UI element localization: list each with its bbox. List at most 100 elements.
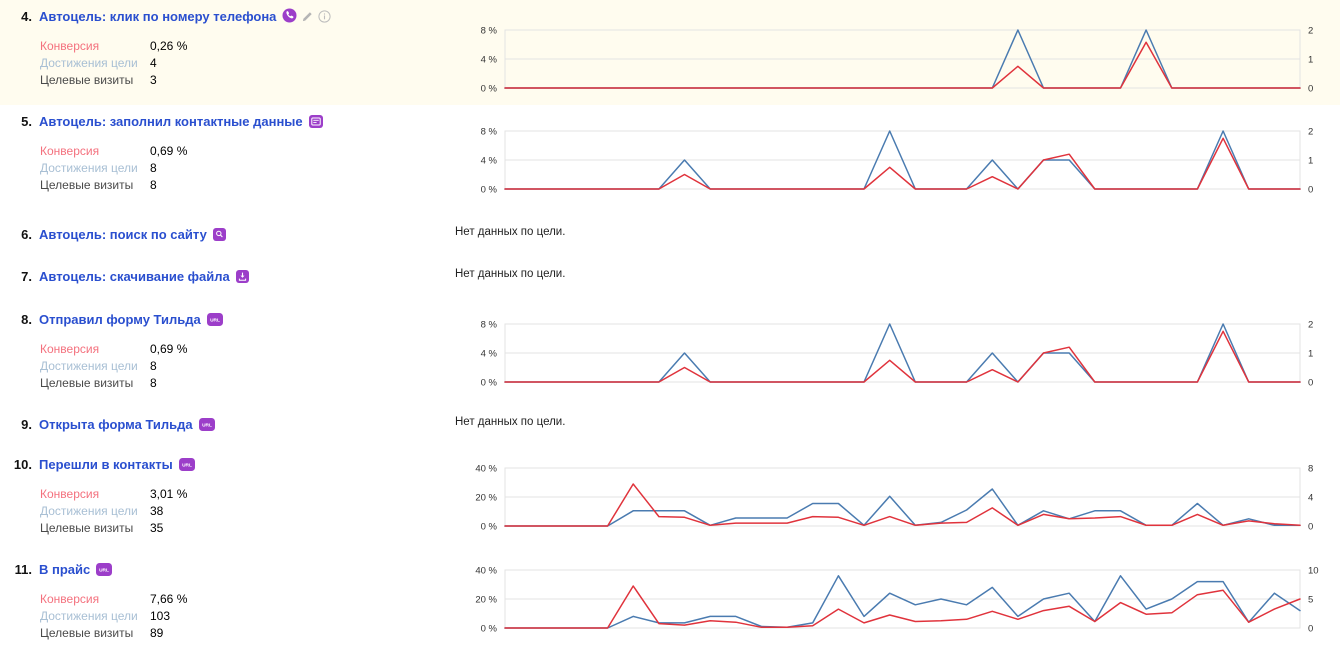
conversion-value: 7,66 %	[150, 592, 188, 606]
goal-chart-area: Нет данных по цели.	[455, 260, 1340, 303]
right-axis-tick-label: 2	[1308, 320, 1313, 331]
svg-text:URL: URL	[210, 318, 220, 324]
goal-number: 4.	[21, 9, 32, 24]
goal-title-line: 5. Автоцель: заполнил контактные данные	[10, 113, 455, 131]
goal-number: 9.	[21, 417, 32, 432]
url-badge-icon: URL	[206, 313, 223, 326]
conversion-line	[504, 483, 1301, 527]
goal-chart-area: 8 % 2 4 % 1 0 % 0	[455, 303, 1340, 408]
left-axis-tick-label: 4 %	[481, 156, 498, 167]
left-axis-tick-label: 0 %	[481, 378, 498, 389]
goal-row: 8. Отправил форму Тильда URL Конверсия 0,69…	[0, 303, 1340, 408]
goal-title-link[interactable]: Автоцель: клик по номеру телефона	[39, 9, 277, 24]
conversion-label: Конверсия	[40, 144, 100, 158]
goal-info: 11. В прайс URL Конверсия 7,66 % Достижения…	[0, 553, 455, 652]
goal-title-line: 8. Отправил форму Тильда URL	[10, 311, 455, 329]
goal-title-link[interactable]: Открыта форма Тильда	[39, 417, 193, 432]
right-axis-tick-label: 0	[1308, 522, 1313, 533]
conversion-line	[504, 330, 1301, 383]
goal-title-line: 11. В прайс URL	[10, 561, 455, 579]
goal-title-line: 4. Автоцель: клик по номеру телефона	[10, 8, 455, 26]
left-axis-tick-label: 8 %	[481, 26, 498, 37]
goal-reaches-value: 8	[150, 161, 157, 175]
sparkline-svg: 8 % 2 4 % 1 0 % 0	[481, 26, 1314, 95]
left-axis-tick-label: 8 %	[481, 127, 498, 138]
goal-chart: 8 % 2 4 % 1 0 % 0	[455, 318, 1340, 392]
goal-chart: 8 % 2 4 % 1 0 % 0	[455, 24, 1340, 98]
right-axis-tick-label: 1	[1308, 156, 1313, 167]
goal-info: 7. Автоцель: скачивание файла	[0, 260, 455, 303]
goal-icons: URL	[206, 311, 227, 328]
left-axis-tick-label: 4 %	[481, 55, 498, 66]
goal-reaches-label: Достижения цели	[40, 161, 138, 175]
goal-title-link[interactable]: Отправил форму Тильда	[39, 312, 201, 327]
goal-number: 6.	[21, 227, 32, 242]
goal-title-line: 6. Автоцель: поиск по сайту	[10, 226, 455, 244]
goal-icons: URL	[198, 416, 219, 433]
right-axis-tick-label: 2	[1308, 26, 1313, 37]
url-badge-icon: URL	[198, 418, 215, 431]
goal-number: 5.	[21, 114, 32, 129]
svg-text:URL: URL	[99, 568, 109, 574]
goal-chart: 8 % 2 4 % 1 0 % 0	[455, 125, 1340, 199]
target-visits-label: Целевые визиты	[40, 626, 134, 640]
target-visits-value: 35	[150, 521, 164, 535]
right-axis-tick-label: 1	[1308, 55, 1313, 66]
conversion-label: Конверсия	[40, 592, 100, 606]
sparkline-svg: 8 % 2 4 % 1 0 % 0	[481, 127, 1314, 196]
no-data-message: Нет данных по цели.	[455, 416, 566, 428]
conversion-value: 0,69 %	[150, 144, 188, 158]
url-badge-icon: URL	[178, 458, 195, 471]
right-axis-tick-label: 2	[1308, 127, 1313, 138]
goal-stats: Конверсия 0,26 % Достижения цели 4 Целевые…	[40, 38, 455, 89]
site-search-icon	[212, 228, 226, 241]
goal-chart: 40 % 8 20 % 4 0 % 0	[455, 462, 1340, 536]
goal-info: 4. Автоцель: клик по номеру телефона Конв…	[0, 0, 455, 105]
goal-row: 10. Перешли в контакты URL Конверсия 3,01 %…	[0, 448, 1340, 553]
goal-reaches-value: 38	[150, 504, 164, 518]
conversion-value: 0,69 %	[150, 342, 188, 356]
goal-stats: Конверсия 0,69 % Достижения цели 8 Целевые…	[40, 143, 455, 194]
goal-reaches-label: Достижения цели	[40, 609, 138, 623]
conversion-value: 3,01 %	[150, 487, 188, 501]
left-axis-tick-label: 20 %	[475, 493, 497, 504]
goal-icons	[308, 113, 327, 130]
sparkline-svg: 40 % 820 % 40 % 0	[475, 464, 1313, 533]
right-axis-tick-label: 1	[1308, 349, 1313, 360]
goal-icons	[212, 226, 230, 243]
svg-text:URL: URL	[202, 423, 212, 429]
goal-title-link[interactable]: Автоцель: скачивание файла	[39, 269, 230, 284]
left-axis-tick-label: 0 %	[481, 624, 498, 635]
goal-row: 4. Автоцель: клик по номеру телефона Конв…	[0, 0, 1340, 105]
right-axis-tick-label: 4	[1308, 493, 1313, 504]
goal-title-link[interactable]: Перешли в контакты	[39, 457, 173, 472]
goal-chart-area: 40 % 8 20 % 4 0 % 0	[455, 448, 1340, 553]
goal-icons: URL	[178, 456, 199, 473]
goal-info: 8. Отправил форму Тильда URL Конверсия 0,69…	[0, 303, 455, 408]
goal-row: 9. Открыта форма Тильда URL Нет данных по …	[0, 408, 1340, 448]
goal-icons: URL	[96, 561, 116, 578]
goal-title-link[interactable]: Автоцель: поиск по сайту	[39, 227, 207, 242]
target-visits-label: Целевые визиты	[40, 178, 134, 192]
goal-reaches-label: Достижения цели	[40, 56, 138, 70]
goal-info: 10. Перешли в контакты URL Конверсия 3,01 %…	[0, 448, 455, 553]
goal-reaches-value: 103	[150, 609, 171, 623]
conversion-label: Конверсия	[40, 342, 100, 356]
goal-title-link[interactable]: В прайс	[39, 562, 91, 577]
goal-reaches-value: 4	[150, 56, 157, 70]
right-axis-tick-label: 10	[1308, 566, 1319, 577]
right-axis-tick-label: 0	[1308, 624, 1313, 635]
conversion-value: 0,26 %	[150, 39, 188, 53]
right-axis-tick-label: 5	[1308, 595, 1313, 606]
goal-number: 7.	[21, 269, 32, 284]
goal-reaches-line	[504, 575, 1301, 629]
goal-title-link[interactable]: Автоцель: заполнил контактные данные	[39, 114, 303, 129]
edit-pencil-icon[interactable]	[301, 10, 314, 23]
left-axis-tick-label: 20 %	[475, 595, 497, 606]
goal-row: 5. Автоцель: заполнил контактные данные К…	[0, 105, 1340, 218]
left-axis-tick-label: 0 %	[481, 185, 498, 196]
left-axis-tick-label: 40 %	[475, 464, 497, 475]
info-icon[interactable]	[318, 10, 332, 23]
phone-call-icon[interactable]	[282, 8, 297, 23]
